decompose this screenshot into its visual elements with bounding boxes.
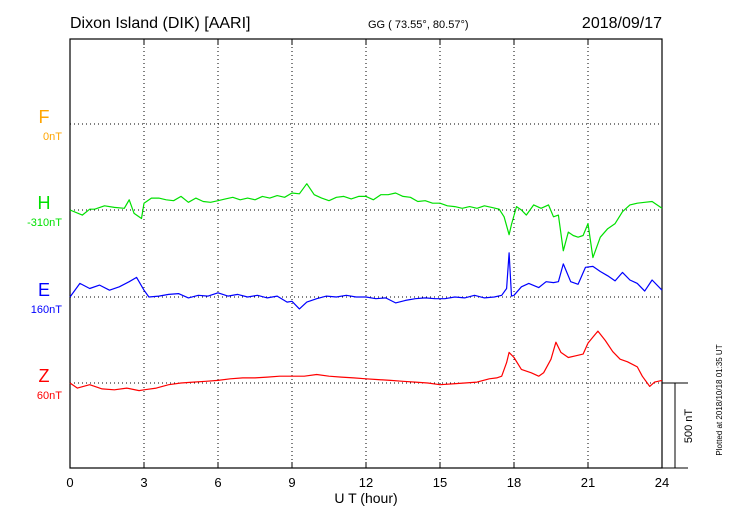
x-axis-ticks: 0 3 6 9 12 15 18 21 24 (66, 39, 669, 490)
station-title: Dixon Island (DIK) [AARI] (70, 15, 251, 32)
series-name-z: Z (39, 366, 50, 386)
scale-bar: 500 nT (662, 382, 695, 469)
x-tick-label: 18 (507, 475, 521, 490)
series-name-f: F (39, 107, 50, 127)
x-tick-label: 12 (359, 475, 373, 490)
series-baseline-z: 60nT (37, 390, 62, 402)
x-tick-label: 6 (214, 475, 221, 490)
station-coordinates: GG ( 73.55°, 80.57°) (368, 19, 469, 31)
x-tick-label: 21 (581, 475, 595, 490)
series-line-e (69, 252, 663, 310)
x-tick-label: 3 (140, 475, 147, 490)
x-tick-label: 9 (288, 475, 295, 490)
series-name-h: H (38, 193, 51, 213)
plotted-at-note: Plotted at 2018/10/18 01:35 UT (715, 344, 724, 455)
x-tick-label: 15 (433, 475, 447, 490)
series-line-h (69, 183, 663, 259)
chart-date: 2018/09/17 (582, 15, 662, 32)
x-tick-label: 24 (655, 475, 669, 490)
x-tick-label: 0 (66, 475, 73, 490)
scale-bar-label: 500 nT (683, 409, 695, 444)
grid-lines (70, 39, 662, 468)
series-baseline-h: -310nT (27, 217, 62, 229)
series-name-e: E (38, 280, 50, 300)
series-baseline-f: 0nT (43, 131, 62, 143)
series-line-z (69, 330, 663, 392)
series-labels: F 0nT H -310nT E 160nT Z 60nT (27, 107, 62, 402)
series-lines (69, 183, 663, 392)
series-baseline-e: 160nT (31, 304, 62, 316)
x-axis-label: U T (hour) (334, 490, 397, 506)
